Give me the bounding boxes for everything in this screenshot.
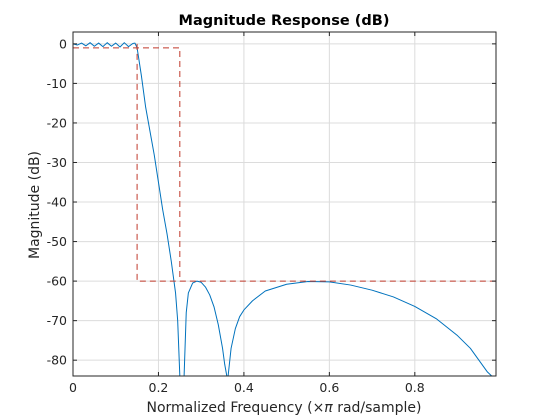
- magnitude-response-line: [183, 280, 228, 377]
- y-tick-label: -80: [47, 353, 67, 368]
- y-axis-label: Magnitude (dB): [27, 151, 43, 259]
- x-tick-label: 0.2: [149, 380, 169, 395]
- x-axis-label-symbol: ×π: [313, 400, 334, 416]
- y-tick-label: -70: [47, 313, 67, 328]
- plot-series: [72, 42, 496, 377]
- x-tick-label: 0.4: [234, 380, 254, 395]
- x-axis-label-suffix: rad/sample): [333, 400, 422, 416]
- y-tick-label: -10: [47, 76, 67, 91]
- x-tick-label: 0: [69, 380, 77, 395]
- y-tick-label: -20: [47, 115, 67, 130]
- x-axis-label: Normalized Frequency (×π rad/sample): [146, 400, 421, 416]
- axis-ticks: 0 0.2 0.4 0.6 0.8 0 -10 -20 -30 -40 -50 -60 -70 -80: [47, 32, 496, 395]
- chart-title: Magnitude Response (dB): [179, 13, 390, 29]
- y-tick-label: -50: [47, 234, 67, 249]
- x-tick-label: 0.6: [319, 380, 339, 395]
- y-tick-label: -60: [47, 274, 67, 289]
- x-axis-label-prefix: Normalized Frequency (: [146, 400, 312, 416]
- y-tick-label: -30: [47, 155, 67, 170]
- magnitude-response-line: [72, 42, 181, 377]
- magnitude-response-line: [227, 281, 493, 377]
- y-tick-label: -40: [47, 195, 67, 210]
- axes-frame: [72, 31, 497, 377]
- x-tick-label: 0.8: [405, 380, 425, 395]
- mask-constraint-line: [73, 47, 181, 282]
- y-tick-label: 0: [59, 36, 67, 51]
